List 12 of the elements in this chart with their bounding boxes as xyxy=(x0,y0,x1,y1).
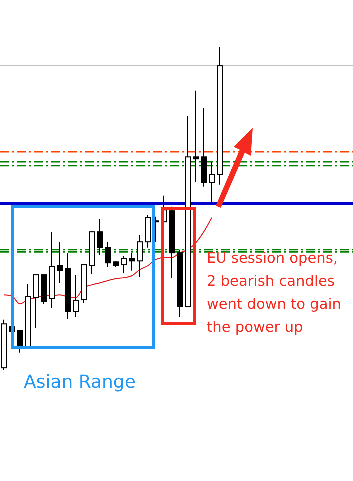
candlestick xyxy=(209,161,215,206)
candlestick xyxy=(193,90,199,183)
candlestick xyxy=(97,218,103,256)
candlestick xyxy=(105,242,111,268)
text: Asian Range xyxy=(24,372,136,393)
candlestick xyxy=(121,255,127,274)
candlestick xyxy=(129,252,135,272)
candlestick xyxy=(73,274,79,318)
candlestick xyxy=(137,234,143,278)
candlestick xyxy=(33,274,39,329)
annotation: EU session opens, 2 bearish candles went down to gain the power up xyxy=(207,251,342,336)
candlestick xyxy=(57,242,63,284)
